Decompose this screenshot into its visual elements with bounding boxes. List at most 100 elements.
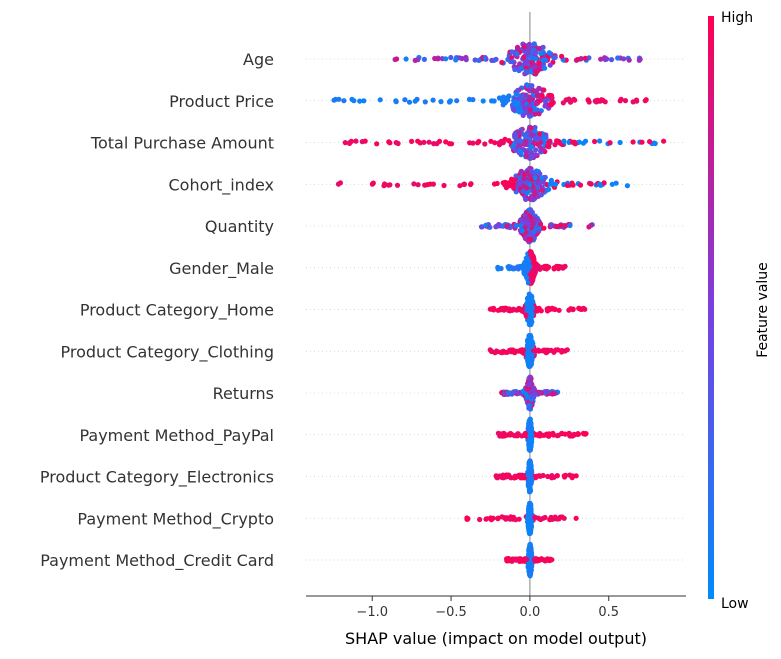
- shap-point: [357, 98, 363, 104]
- shap-point: [515, 266, 522, 272]
- shap-point: [529, 470, 535, 476]
- shap-point: [448, 54, 454, 61]
- shap-point: [467, 140, 473, 146]
- shap-point: [524, 515, 530, 522]
- shap-point: [441, 182, 447, 189]
- shap-point: [564, 347, 570, 353]
- shap-point: [534, 265, 541, 271]
- feature-label: Age: [243, 50, 274, 69]
- shap-point: [661, 138, 667, 144]
- shap-point: [592, 98, 598, 104]
- shap-point: [545, 307, 552, 313]
- shap-point: [542, 98, 548, 104]
- shap-point: [438, 99, 444, 105]
- shap-point: [525, 342, 531, 348]
- shap-point: [546, 431, 552, 437]
- shap-point: [561, 138, 567, 144]
- shap-point: [426, 139, 432, 145]
- shap-point: [537, 473, 543, 479]
- shap-point: [341, 98, 347, 104]
- shap-point: [567, 222, 573, 229]
- shap-point: [585, 97, 591, 103]
- shap-point: [524, 185, 530, 191]
- shap-point: [475, 140, 481, 146]
- shap-point: [453, 57, 459, 63]
- shap-point: [535, 92, 541, 98]
- shap-point: [546, 186, 552, 192]
- x-axis: −1.0 −0.5 0.0 0.5: [306, 595, 686, 620]
- shap-point: [359, 139, 365, 145]
- shap-point: [527, 263, 533, 270]
- shap-point: [554, 223, 560, 230]
- shap-point: [511, 185, 517, 191]
- shap-point: [624, 183, 631, 189]
- shap-point: [448, 141, 455, 147]
- shap-point: [496, 95, 502, 101]
- shap-point: [478, 224, 485, 230]
- shap-point: [540, 44, 546, 51]
- shap-point: [551, 474, 557, 480]
- feature-label: Returns: [213, 384, 274, 403]
- shap-point: [535, 184, 541, 191]
- shap-point: [608, 57, 615, 63]
- shap-point: [531, 514, 538, 520]
- shap-point: [495, 516, 501, 522]
- shap-point: [520, 112, 526, 118]
- shap-point: [495, 430, 501, 436]
- shap-point: [532, 111, 538, 117]
- shap-point: [505, 390, 511, 396]
- shap-point: [443, 139, 449, 145]
- shap-point: [539, 93, 545, 99]
- shap-point: [519, 557, 525, 563]
- shap-point: [403, 56, 409, 62]
- shap-point: [422, 182, 428, 188]
- shap-point: [529, 339, 535, 345]
- shap-point: [528, 437, 534, 443]
- shap-point: [461, 181, 467, 187]
- shap-point: [539, 187, 546, 193]
- shap-point: [513, 517, 519, 523]
- shap-point: [516, 104, 523, 110]
- shap-point: [524, 556, 530, 563]
- shap-point: [381, 183, 387, 189]
- shap-point: [541, 136, 547, 142]
- shap-point: [524, 301, 530, 307]
- colorbar-low-label: Low: [721, 596, 749, 612]
- shap-point: [528, 169, 534, 175]
- shap-point: [333, 96, 339, 102]
- shap-point: [421, 56, 427, 63]
- shap-point: [499, 59, 505, 66]
- shap-point: [523, 179, 530, 185]
- shap-point: [562, 474, 568, 480]
- shap-point: [374, 141, 380, 147]
- shap-point: [630, 139, 636, 145]
- shap-point: [615, 55, 621, 61]
- shap-point: [435, 56, 441, 62]
- shap-point: [580, 140, 587, 146]
- shap-point: [491, 181, 498, 187]
- shap-point: [527, 510, 533, 516]
- shap-point: [559, 349, 565, 355]
- shap-point: [529, 55, 535, 61]
- shap-point: [528, 547, 534, 553]
- shap-point: [431, 141, 437, 147]
- shap-point: [552, 142, 558, 148]
- shap-point: [528, 237, 534, 243]
- shap-point: [409, 138, 415, 144]
- x-tick-label: −0.5: [435, 605, 467, 620]
- shap-point: [531, 41, 537, 47]
- shap-point: [521, 189, 527, 195]
- shap-point: [555, 265, 561, 271]
- shap-point: [499, 349, 505, 356]
- shap-point: [534, 306, 540, 312]
- shap-point: [443, 56, 449, 62]
- shap-point: [522, 105, 528, 111]
- shap-point: [636, 57, 642, 63]
- shap-point: [412, 98, 418, 104]
- shap-point: [524, 131, 530, 137]
- shap-point: [536, 111, 542, 117]
- shap-point: [467, 181, 474, 188]
- shap-point: [500, 102, 506, 108]
- shap-point: [548, 557, 554, 563]
